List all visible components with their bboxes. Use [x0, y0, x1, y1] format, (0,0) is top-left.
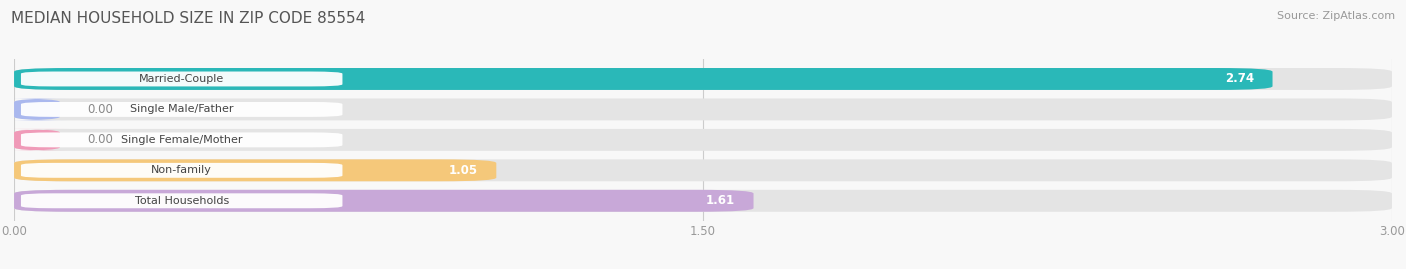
FancyBboxPatch shape	[14, 159, 496, 181]
FancyBboxPatch shape	[14, 159, 1392, 181]
FancyBboxPatch shape	[14, 98, 1392, 121]
FancyBboxPatch shape	[21, 102, 343, 117]
FancyBboxPatch shape	[14, 190, 1392, 212]
FancyBboxPatch shape	[21, 193, 343, 208]
FancyBboxPatch shape	[4, 129, 69, 151]
Text: Single Male/Father: Single Male/Father	[129, 104, 233, 114]
Text: Married-Couple: Married-Couple	[139, 74, 225, 84]
FancyBboxPatch shape	[21, 132, 343, 147]
Text: 1.05: 1.05	[449, 164, 478, 177]
Text: MEDIAN HOUSEHOLD SIZE IN ZIP CODE 85554: MEDIAN HOUSEHOLD SIZE IN ZIP CODE 85554	[11, 11, 366, 26]
Text: 1.61: 1.61	[706, 194, 735, 207]
Text: 2.74: 2.74	[1225, 72, 1254, 86]
FancyBboxPatch shape	[14, 68, 1392, 90]
Text: Single Female/Mother: Single Female/Mother	[121, 135, 242, 145]
Text: 0.00: 0.00	[87, 133, 114, 146]
FancyBboxPatch shape	[14, 129, 1392, 151]
Text: 0.00: 0.00	[87, 103, 114, 116]
FancyBboxPatch shape	[4, 98, 69, 121]
FancyBboxPatch shape	[14, 190, 754, 212]
FancyBboxPatch shape	[21, 163, 343, 178]
Text: Non-family: Non-family	[152, 165, 212, 175]
FancyBboxPatch shape	[14, 68, 1272, 90]
Text: Source: ZipAtlas.com: Source: ZipAtlas.com	[1277, 11, 1395, 21]
Text: Total Households: Total Households	[135, 196, 229, 206]
FancyBboxPatch shape	[21, 72, 343, 86]
